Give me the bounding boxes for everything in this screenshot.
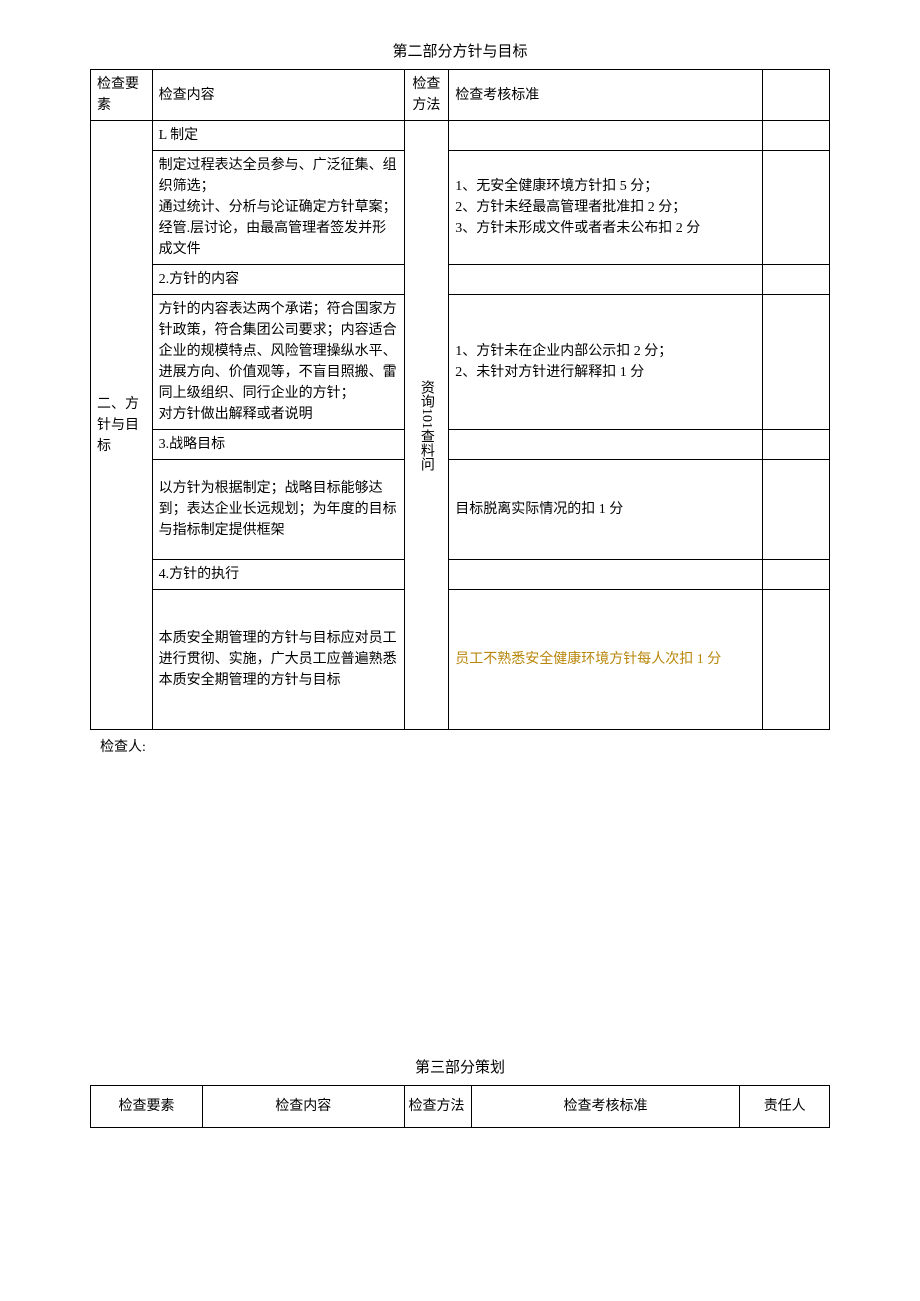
table-section1: 检查要素 检查内容 检查方法 检查考核标准 二、方针与目标 L 制定 资询101… <box>90 69 830 730</box>
inspector-label: 检查人: <box>100 736 830 756</box>
standard-empty-cell <box>449 121 763 151</box>
empty-cell <box>762 460 829 560</box>
content-header-cell: 3.战略目标 <box>152 430 404 460</box>
header-element: 检查要素 <box>91 70 153 121</box>
empty-cell <box>762 121 829 151</box>
standard-empty-cell <box>449 265 763 295</box>
standard-empty-cell <box>449 560 763 590</box>
table-row: 二、方针与目标 L 制定 资询101查料问 <box>91 121 830 151</box>
empty-cell <box>762 295 829 430</box>
content-body-cell: 方针的内容表达两个承诺；符合国家方针政策，符合集团公司要求；内容适合企业的规模特… <box>152 295 404 430</box>
standard-empty-cell <box>449 430 763 460</box>
table-row: 本质安全期管理的方针与目标应对员工进行贯彻、实施，广大员工应普遍熟悉本质安全期管… <box>91 590 830 730</box>
empty-cell <box>762 430 829 460</box>
standard-cell-highlight: 员工不熟悉安全健康环境方针每人次扣 1 分 <box>449 590 763 730</box>
header-method: 检查方法 <box>404 70 449 121</box>
section1-title: 第二部分方针与目标 <box>90 40 830 61</box>
standard-cell: 1、无安全健康环境方针扣 5 分； 2、方针未经最高管理者批准扣 2 分； 3、… <box>449 151 763 265</box>
content-body-cell: 制定过程表达全员参与、广泛征集、组织筛选； 通过统计、分析与论证确定方针草案； … <box>152 151 404 265</box>
table-section2: 检查要素 检查内容 检查方法 检查考核标准 责任人 <box>90 1085 830 1128</box>
spacer <box>90 756 830 956</box>
content-header-cell: L 制定 <box>152 121 404 151</box>
header2-content: 检查内容 <box>202 1086 404 1128</box>
standard-cell: 目标脱离实际情况的扣 1 分 <box>449 460 763 560</box>
table-row: 4.方针的执行 <box>91 560 830 590</box>
table-row: 方针的内容表达两个承诺；符合国家方针政策，符合集团公司要求；内容适合企业的规模特… <box>91 295 830 430</box>
content-body-cell: 本质安全期管理的方针与目标应对员工进行贯彻、实施，广大员工应普遍熟悉本质安全期管… <box>152 590 404 730</box>
standard-cell: 1、方针未在企业内部公示扣 2 分； 2、未针对方针进行解释扣 1 分 <box>449 295 763 430</box>
table-header-row: 检查要素 检查内容 检查方法 检查考核标准 <box>91 70 830 121</box>
table-row: 以方针为根据制定；战略目标能够达到；表达企业长远规划；为年度的目标与指标制定提供… <box>91 460 830 560</box>
content-body-cell: 以方针为根据制定；战略目标能够达到；表达企业长远规划；为年度的目标与指标制定提供… <box>152 460 404 560</box>
empty-cell <box>762 590 829 730</box>
table-row: 3.战略目标 <box>91 430 830 460</box>
method-cell: 资询101查料问 <box>404 121 449 730</box>
header2-responsible: 责任人 <box>740 1086 830 1128</box>
table2-header-row: 检查要素 检查内容 检查方法 检查考核标准 责任人 <box>91 1086 830 1128</box>
section2-title: 第三部分策划 <box>90 1056 830 1077</box>
content-header-cell: 4.方针的执行 <box>152 560 404 590</box>
table-row: 制定过程表达全员参与、广泛征集、组织筛选； 通过统计、分析与论证确定方针草案； … <box>91 151 830 265</box>
content-header-cell: 2.方针的内容 <box>152 265 404 295</box>
empty-cell <box>762 151 829 265</box>
table-row: 2.方针的内容 <box>91 265 830 295</box>
header2-method: 检查方法 <box>404 1086 471 1128</box>
header-empty <box>762 70 829 121</box>
element-cell: 二、方针与目标 <box>91 121 153 730</box>
empty-cell <box>762 265 829 295</box>
header-content: 检查内容 <box>152 70 404 121</box>
header2-element: 检查要素 <box>91 1086 203 1128</box>
header2-standard: 检查考核标准 <box>471 1086 740 1128</box>
empty-cell <box>762 560 829 590</box>
header-standard: 检查考核标准 <box>449 70 763 121</box>
